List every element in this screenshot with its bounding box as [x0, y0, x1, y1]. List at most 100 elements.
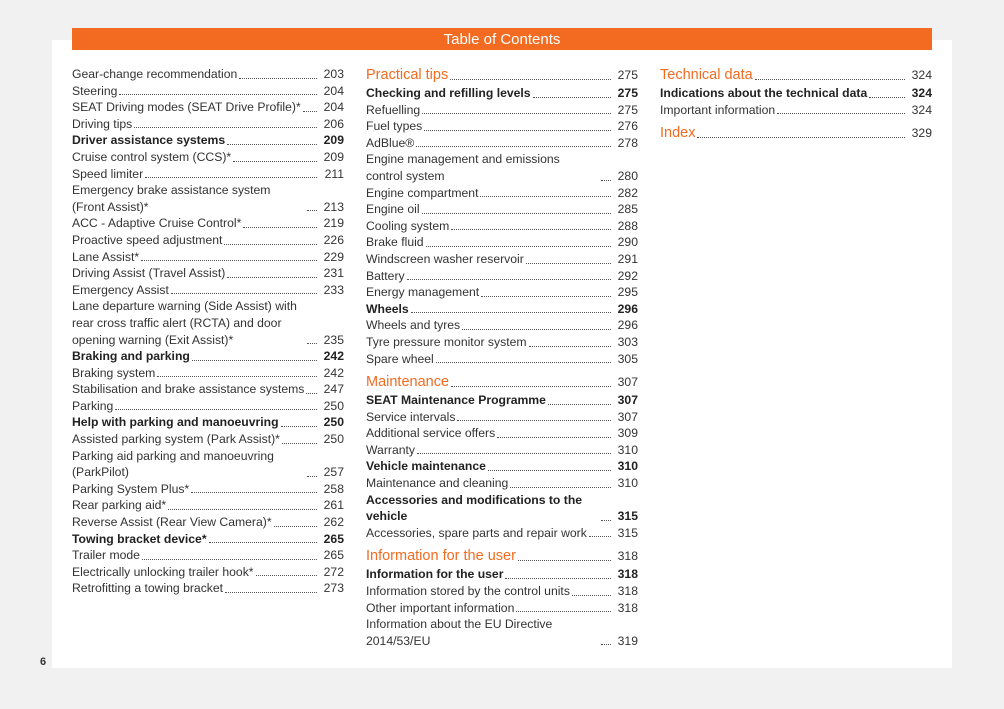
entry-title: AdBlue® [366, 135, 415, 150]
entry-title: Speed limiter [72, 166, 144, 181]
entry-page: 292 [617, 268, 638, 283]
entry-title: Information for the user [366, 548, 516, 565]
entry-page: 275 [617, 86, 638, 100]
entry-title: Brake fluid [366, 235, 424, 250]
entry-title: Spare wheel [366, 351, 434, 366]
entry-page: 229 [323, 249, 344, 264]
toc-entry: Accessories and modifications to the veh… [366, 492, 638, 525]
toc-entry: Braking and parking 242 [72, 348, 344, 365]
entry-title: Lane Assist* [72, 249, 140, 264]
entry-title: Driving Assist (Travel Assist) [72, 266, 226, 281]
entry-page: 307 [617, 409, 638, 424]
toc-entry: Cruise control system (CCS)* 209 [72, 149, 344, 166]
entry-title: Steering [72, 83, 118, 98]
toc-entry: Engine compartment 282 [366, 185, 638, 202]
entry-title: Vehicle maintenance [366, 459, 486, 474]
entry-page: 309 [617, 426, 638, 441]
entry-title: Parking System Plus* [72, 481, 190, 496]
leader-dots [462, 328, 611, 330]
entry-title: Parking [72, 398, 114, 413]
entry-title: Parking aid parking and manoeuvring (Par… [72, 448, 274, 480]
entry-title: SEAT Maintenance Programme [366, 393, 546, 408]
entry-title: Retrofitting a towing bracket [72, 581, 224, 596]
entry-page: 291 [617, 251, 638, 266]
entry-page: 310 [617, 442, 638, 457]
toc-entry: Engine management and emissions control … [366, 151, 638, 184]
toc-entry: Steering 204 [72, 83, 344, 100]
entry-title: Refuelling [366, 102, 421, 117]
entry-title: Accessories, spare parts and repair work [366, 525, 587, 540]
entry-title: Engine oil [366, 202, 420, 217]
toc-entry: Wheels 296 [366, 301, 638, 318]
leader-dots [134, 127, 317, 129]
page-number: 6 [40, 656, 47, 668]
toc-entry: Checking and refilling levels 275 [366, 85, 638, 102]
toc-column: Gear-change recommendation 203 Steering 204… [72, 66, 344, 597]
entry-page: 285 [617, 202, 638, 217]
entry-title: Emergency Assist [72, 282, 169, 297]
entry-title: Engine compartment [366, 185, 479, 200]
leader-dots [505, 578, 611, 580]
toc-entry: SEAT Maintenance Programme 307 [366, 392, 638, 409]
entry-title: Driver assistance systems [72, 133, 226, 148]
leader-dots [525, 262, 611, 264]
entry-page: 257 [323, 465, 344, 480]
entry-title: Warranty [366, 442, 415, 457]
toc-entry: Lane departure warning (Side Assist) wit… [72, 298, 344, 348]
toc-entry: Reverse Assist (Rear View Camera)* 262 [72, 514, 344, 531]
entry-page: 209 [323, 149, 344, 164]
entry-page: 315 [617, 509, 638, 524]
toc-column: Practical tips 275 Checking and refilling … [366, 66, 638, 649]
toc-entry: Vehicle maintenance 310 [366, 458, 638, 475]
entry-page: 203 [323, 67, 344, 81]
leader-dots [141, 260, 317, 262]
entry-title: Information for the user [366, 567, 504, 582]
toc-entry: Fuel types 276 [366, 118, 638, 135]
toc-entry: ACC - Adaptive Cruise Control* 219 [72, 215, 344, 232]
toc-entry: Rear parking aid* 261 [72, 497, 344, 514]
leader-dots [280, 426, 317, 428]
entry-title: Other important information [366, 600, 515, 615]
leader-dots [307, 210, 317, 212]
entry-page: 296 [617, 301, 638, 316]
entry-page: 324 [911, 68, 932, 82]
leader-dots [601, 179, 611, 181]
entry-title: Energy management [366, 285, 480, 300]
entry-title: Technical data [660, 67, 753, 83]
leader-dots [306, 392, 317, 394]
toc-entry: Retrofitting a towing bracket 273 [72, 580, 344, 597]
leader-dots [255, 575, 317, 577]
leader-dots [422, 113, 611, 115]
entry-page: 265 [323, 531, 344, 546]
toc-entry: Spare wheel 305 [366, 351, 638, 368]
entry-page: 324 [911, 86, 932, 100]
page-sheet [52, 40, 952, 668]
entry-page: 303 [617, 334, 638, 349]
leader-dots [451, 386, 611, 388]
entry-page: 276 [617, 119, 638, 134]
entry-page: 226 [323, 232, 344, 247]
entry-page: 209 [323, 133, 344, 148]
entry-title: Indications about the technical data [660, 86, 868, 100]
entry-title: Battery [366, 268, 405, 283]
toc-entry: Stabilisation and brake assistance syste… [72, 381, 344, 398]
leader-dots [528, 345, 611, 347]
toc-entry: Tyre pressure monitor system 303 [366, 334, 638, 351]
leader-dots [481, 295, 611, 297]
leader-dots [510, 486, 611, 488]
leader-dots [410, 312, 611, 314]
toc-entry: Driving tips 206 [72, 116, 344, 133]
entry-page: 213 [323, 199, 344, 214]
entry-page: 307 [617, 375, 638, 390]
leader-dots [601, 644, 611, 646]
toc-entry: AdBlue® 278 [366, 135, 638, 152]
toc-entry: Engine oil 285 [366, 201, 638, 218]
entry-page: 262 [323, 515, 344, 530]
entry-title: Towing bracket device* [72, 531, 207, 546]
leader-dots [588, 536, 611, 538]
entry-title: Assisted parking system (Park Assist)* [72, 432, 280, 447]
entry-page: 250 [323, 415, 344, 430]
entry-title: Reverse Assist (Rear View Camera)* [72, 515, 272, 530]
toc-entry: Information for the user 318 [366, 566, 638, 583]
toc-entry: Help with parking and manoeuvring 250 [72, 414, 344, 431]
